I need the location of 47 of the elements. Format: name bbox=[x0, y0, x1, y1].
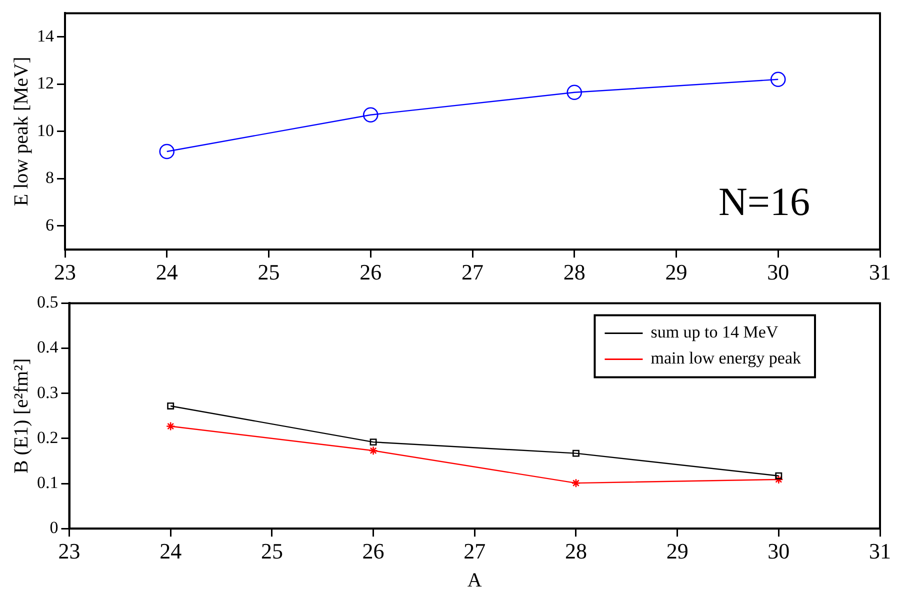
y-tick-label: 0 bbox=[50, 518, 58, 538]
x-tick-label: 30 bbox=[768, 538, 790, 564]
x-tick-label: 30 bbox=[767, 260, 790, 285]
point bbox=[774, 474, 784, 484]
point bbox=[167, 402, 174, 410]
x-tick-label: 24 bbox=[156, 260, 178, 285]
point bbox=[166, 422, 176, 431]
y-tick-label: 10 bbox=[37, 120, 54, 140]
x-tick-label: 28 bbox=[563, 260, 586, 285]
x-axis-title: A bbox=[467, 569, 482, 592]
y-tick-label: 0.5 bbox=[37, 292, 58, 312]
point bbox=[362, 107, 378, 122]
point bbox=[770, 72, 786, 88]
y-tick-label: 0.3 bbox=[37, 382, 58, 402]
point bbox=[572, 450, 580, 457]
y-tick-label: 0.4 bbox=[37, 338, 59, 357]
x-tick-label: 31 bbox=[869, 260, 891, 285]
y-tick-label: 12 bbox=[37, 74, 54, 93]
legend-label: main low energy peak bbox=[650, 348, 802, 368]
y-tick-label: 8 bbox=[46, 168, 54, 188]
y-axis-title: E low peak [MeV] bbox=[10, 56, 32, 206]
x-tick-label: 25 bbox=[258, 260, 280, 285]
point bbox=[566, 84, 582, 100]
annotation: N=16 bbox=[718, 179, 810, 224]
x-tick-label: 23 bbox=[54, 260, 76, 285]
y-tick-label: 14 bbox=[37, 26, 54, 46]
y-tick-label: 6 bbox=[46, 215, 54, 234]
x-tick-label: 23 bbox=[58, 538, 80, 564]
point bbox=[571, 478, 581, 488]
x-tick-label: 29 bbox=[665, 260, 688, 285]
point bbox=[368, 446, 378, 456]
x-tick-label: 25 bbox=[260, 538, 283, 564]
x-tick-label: 27 bbox=[464, 538, 486, 564]
legend-label: sum up to 14 MeV bbox=[650, 322, 779, 342]
x-tick-label: 24 bbox=[160, 538, 182, 564]
x-tick-label: 26 bbox=[362, 538, 384, 564]
x-tick-label: 28 bbox=[564, 538, 587, 564]
point bbox=[370, 438, 377, 446]
x-tick-label: 31 bbox=[869, 538, 891, 564]
y-tick-label: 0.1 bbox=[37, 472, 58, 492]
point bbox=[159, 144, 175, 160]
y-axis-title: B (E1) [e²fm²] bbox=[10, 358, 32, 474]
point bbox=[775, 472, 782, 480]
x-tick-label: 29 bbox=[666, 538, 688, 564]
x-tick-label: 26 bbox=[360, 260, 382, 285]
y-tick-label: 0.2 bbox=[37, 428, 58, 447]
x-tick-label: 27 bbox=[462, 260, 484, 285]
